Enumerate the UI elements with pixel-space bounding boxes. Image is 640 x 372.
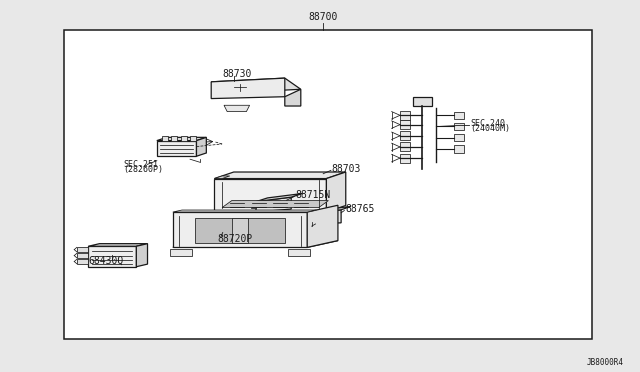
Polygon shape bbox=[454, 134, 464, 141]
Polygon shape bbox=[88, 246, 136, 267]
Text: 68430Q: 68430Q bbox=[88, 256, 124, 265]
Polygon shape bbox=[400, 120, 410, 129]
Text: 88720P: 88720P bbox=[218, 234, 253, 244]
Text: SEC.251: SEC.251 bbox=[123, 160, 158, 169]
Polygon shape bbox=[232, 218, 248, 243]
Polygon shape bbox=[170, 249, 192, 256]
Polygon shape bbox=[413, 97, 432, 106]
Polygon shape bbox=[400, 154, 410, 163]
Polygon shape bbox=[77, 253, 88, 258]
Polygon shape bbox=[211, 78, 285, 99]
Polygon shape bbox=[285, 89, 301, 106]
Polygon shape bbox=[316, 210, 341, 224]
Polygon shape bbox=[171, 136, 177, 141]
Text: 88703: 88703 bbox=[332, 164, 361, 174]
Polygon shape bbox=[77, 259, 88, 264]
Polygon shape bbox=[173, 241, 338, 247]
Polygon shape bbox=[288, 249, 310, 256]
Polygon shape bbox=[400, 111, 410, 120]
Polygon shape bbox=[77, 247, 88, 252]
Polygon shape bbox=[454, 123, 464, 130]
Polygon shape bbox=[224, 105, 250, 112]
Polygon shape bbox=[454, 145, 464, 153]
Text: 88730: 88730 bbox=[223, 70, 252, 79]
Polygon shape bbox=[214, 176, 230, 179]
Polygon shape bbox=[88, 244, 148, 246]
Text: SEC.240: SEC.240 bbox=[470, 119, 506, 128]
Polygon shape bbox=[196, 137, 206, 156]
Polygon shape bbox=[136, 244, 148, 267]
Polygon shape bbox=[162, 136, 168, 141]
Polygon shape bbox=[211, 78, 301, 93]
Polygon shape bbox=[454, 112, 464, 119]
Polygon shape bbox=[181, 136, 187, 141]
Text: 88765: 88765 bbox=[346, 205, 375, 214]
Text: 88700: 88700 bbox=[308, 12, 338, 22]
Polygon shape bbox=[195, 218, 285, 243]
Polygon shape bbox=[173, 210, 316, 212]
Text: 88715N: 88715N bbox=[296, 190, 331, 200]
Polygon shape bbox=[326, 172, 346, 212]
Polygon shape bbox=[251, 203, 256, 208]
Polygon shape bbox=[173, 212, 307, 247]
Polygon shape bbox=[256, 193, 303, 202]
Polygon shape bbox=[316, 206, 351, 213]
Polygon shape bbox=[157, 141, 196, 156]
Polygon shape bbox=[214, 172, 346, 179]
Polygon shape bbox=[256, 197, 291, 212]
Polygon shape bbox=[222, 201, 328, 208]
Text: (24040M): (24040M) bbox=[470, 124, 511, 133]
Polygon shape bbox=[214, 179, 326, 212]
Polygon shape bbox=[190, 136, 196, 141]
Polygon shape bbox=[157, 137, 206, 141]
Text: (28260P): (28260P) bbox=[123, 165, 163, 174]
Polygon shape bbox=[400, 131, 410, 140]
Text: JB8000R4: JB8000R4 bbox=[587, 358, 624, 367]
Polygon shape bbox=[307, 205, 338, 247]
Bar bbox=[64, 30, 592, 339]
Polygon shape bbox=[400, 142, 410, 151]
